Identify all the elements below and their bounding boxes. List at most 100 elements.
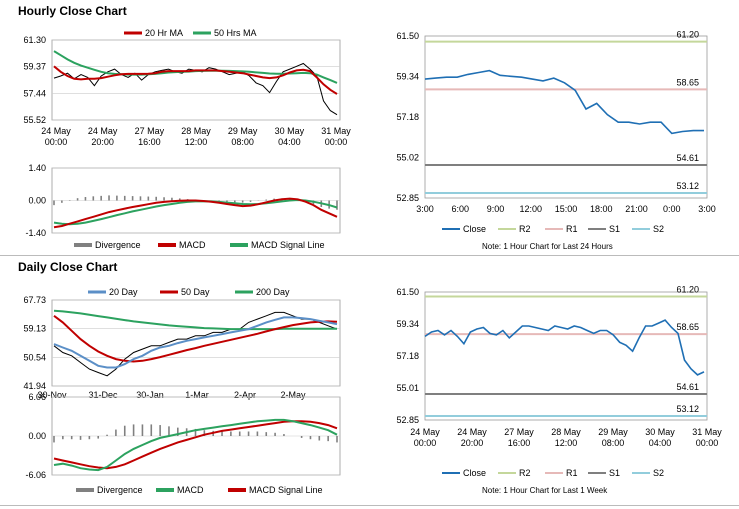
x-tick-label: 16:00 — [138, 137, 161, 147]
y-tick-label: 59.34 — [396, 319, 419, 329]
x-tick-label: 18:00 — [590, 204, 613, 214]
legend-s2-label: S2 — [653, 468, 664, 478]
y-tick-label: 6.06 — [28, 392, 46, 402]
x-tick-label: 12:00 — [519, 204, 542, 214]
pivot-label-r1: 58.65 — [676, 322, 699, 332]
x-tick-label: 3:00 — [698, 204, 716, 214]
x-tick-label: 21:00 — [625, 204, 648, 214]
x-tick-label: 20:00 — [91, 137, 114, 147]
daily-section-title: Daily Close Chart — [18, 260, 118, 274]
pivot-label-s2: 53.12 — [676, 404, 699, 414]
x-tick-label: 27 May — [135, 126, 165, 136]
legend-signal-label: MACD Signal Line — [249, 485, 323, 495]
x-tick-label: 20:00 — [461, 438, 484, 448]
legend-r2-label: R2 — [519, 224, 531, 234]
y-tick-label: 52.85 — [396, 415, 419, 425]
legend-50day-label: 50 Day — [181, 287, 210, 297]
x-tick-label: 12:00 — [555, 438, 578, 448]
hourly-section-title: Hourly Close Chart — [18, 4, 127, 18]
y-tick-label: 57.18 — [396, 112, 419, 122]
legend-macd-label: MACD — [177, 485, 204, 495]
legend-label-20hr: 20 Hr MA — [145, 28, 183, 38]
x-tick-label: 08:00 — [602, 438, 625, 448]
price-series — [53, 311, 338, 377]
y-tick-label: 52.85 — [396, 193, 419, 203]
legend-signal-label: MACD Signal Line — [251, 240, 325, 250]
x-tick-label: 2-Apr — [234, 390, 256, 400]
legend-200day-label: 200 Day — [256, 287, 290, 297]
x-tick-label: 9:00 — [487, 204, 505, 214]
y-tick-label: -1.40 — [25, 228, 46, 238]
x-tick-label: 29 May — [228, 126, 258, 136]
legend-20day-label: 20 Day — [109, 287, 138, 297]
x-tick-label: 31 May — [321, 126, 351, 136]
legend-label-50hr: 50 Hrs MA — [214, 28, 257, 38]
legend-r1-label: R1 — [566, 224, 578, 234]
x-tick-label: 31-Dec — [88, 390, 118, 400]
plot-frame — [51, 39, 341, 121]
legend-close-label: Close — [463, 468, 486, 478]
y-tick-label: 57.18 — [396, 351, 419, 361]
x-tick-label: 2-May — [280, 390, 306, 400]
x-tick-label: 30 May — [645, 427, 675, 437]
x-tick-label: 00:00 — [414, 438, 437, 448]
y-tick-label: 55.52 — [23, 115, 46, 125]
macd-series — [53, 418, 338, 472]
x-tick-label: 04:00 — [278, 137, 301, 147]
daily-macd-chart: 6.06 0.00 -6.06 Divergence MACD MACD Signal L… — [25, 392, 341, 495]
close-series — [424, 69, 704, 135]
signal-series — [53, 198, 338, 226]
x-tick-label: 30 May — [275, 126, 305, 136]
x-tick-label: 00:00 — [325, 137, 348, 147]
legend-divergence-label: Divergence — [97, 485, 143, 495]
y-tick-label: 59.37 — [23, 62, 46, 72]
x-tick-label: 24 May — [41, 126, 71, 136]
x-tick-label: 28 May — [551, 427, 581, 437]
x-tick-label: 29 May — [598, 427, 628, 437]
d50-series — [53, 315, 338, 363]
x-tick-label: 1-Mar — [185, 390, 209, 400]
legend-r1-label: R1 — [566, 468, 578, 478]
section-divider — [0, 255, 739, 256]
y-tick-label: 0.00 — [28, 431, 46, 441]
x-tick-label: 3:00 — [416, 204, 434, 214]
plot-frame — [51, 299, 341, 387]
x-tick-label: 6:00 — [451, 204, 469, 214]
pivot-label-s1: 54.61 — [676, 382, 699, 392]
legend-s1-label: S1 — [609, 224, 620, 234]
x-tick-label: 08:00 — [231, 137, 254, 147]
y-tick-label: 55.01 — [396, 383, 419, 393]
d200-series — [53, 309, 337, 331]
y-tick-label: 61.50 — [396, 31, 419, 41]
y-tick-label: 0.00 — [28, 196, 46, 206]
y-tick-label: 1.40 — [28, 163, 46, 173]
x-tick-label: 0:00 — [663, 204, 681, 214]
close-series — [424, 319, 705, 376]
y-tick-label: 55.02 — [396, 153, 419, 163]
ma20-series — [53, 65, 338, 95]
hourly-pivot-chart: 61.50 59.34 57.18 55.02 52.85 61.20 58.65 54.61… — [396, 30, 716, 234]
y-tick-label: 41.94 — [23, 381, 46, 391]
x-tick-label: 12:00 — [185, 137, 208, 147]
y-tick-label: 57.44 — [23, 88, 46, 98]
legend-s1-label: S1 — [609, 468, 620, 478]
x-tick-label: 16:00 — [508, 438, 531, 448]
legend-s2-label: S2 — [653, 224, 664, 234]
d20-series — [53, 316, 338, 369]
daily-pivot-chart: 61.50 59.34 57.18 55.01 52.85 61.20 58.65 54.61… — [396, 284, 722, 478]
macd-series — [53, 197, 338, 229]
y-tick-label: 67.73 — [23, 295, 46, 305]
legend-r2-label: R2 — [519, 468, 531, 478]
y-tick-label: 59.13 — [23, 324, 46, 334]
y-tick-label: 59.34 — [396, 72, 419, 82]
pivot-label-s2: 53.12 — [676, 181, 699, 191]
x-tick-label: 00:00 — [696, 438, 719, 448]
pivot-label-r2: 61.20 — [676, 284, 699, 294]
plot-frame — [424, 291, 708, 421]
y-tick-label: 61.30 — [23, 35, 46, 45]
signal-series — [53, 420, 338, 470]
pivot-label-s1: 54.61 — [676, 153, 699, 163]
x-tick-label: 24 May — [457, 427, 487, 437]
plot-frame — [424, 35, 708, 199]
